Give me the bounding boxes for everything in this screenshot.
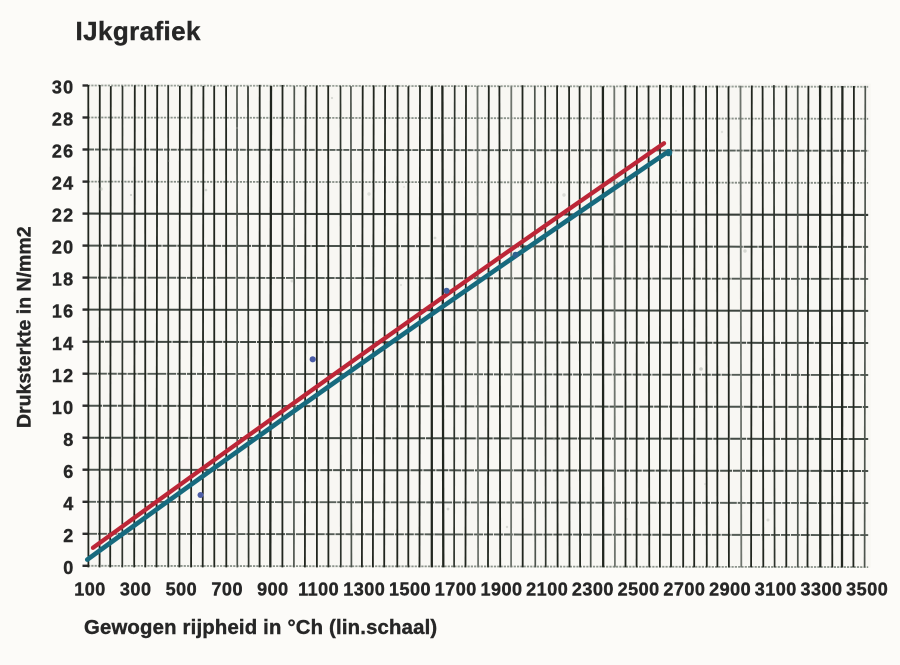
svg-text:2100: 2100 xyxy=(526,580,568,600)
svg-text:700: 700 xyxy=(211,580,243,600)
svg-text:2700: 2700 xyxy=(663,580,705,600)
svg-text:22: 22 xyxy=(52,206,75,226)
svg-text:18: 18 xyxy=(52,270,75,290)
svg-text:500: 500 xyxy=(166,580,198,600)
svg-text:6: 6 xyxy=(63,462,74,482)
svg-text:30: 30 xyxy=(52,78,75,98)
svg-text:2900: 2900 xyxy=(709,580,751,600)
svg-text:20: 20 xyxy=(52,238,75,258)
svg-text:1500: 1500 xyxy=(389,580,431,600)
svg-text:8: 8 xyxy=(63,430,74,450)
svg-text:28: 28 xyxy=(52,110,75,130)
svg-text:300: 300 xyxy=(120,580,152,600)
svg-text:Druksterkte in N/mm2: Druksterkte in N/mm2 xyxy=(14,226,36,428)
svg-text:3500: 3500 xyxy=(846,580,888,600)
svg-text:3100: 3100 xyxy=(755,580,797,600)
svg-text:2300: 2300 xyxy=(572,580,614,600)
svg-text:2: 2 xyxy=(63,526,74,546)
svg-text:1300: 1300 xyxy=(343,580,385,600)
svg-text:100: 100 xyxy=(74,580,106,600)
svg-text:14: 14 xyxy=(52,334,75,354)
svg-text:0: 0 xyxy=(63,558,74,578)
svg-text:26: 26 xyxy=(52,142,75,162)
svg-text:Gewogen rijpheid in °Ch (lin.s: Gewogen rijpheid in °Ch (lin.schaal) xyxy=(84,617,437,639)
svg-text:10: 10 xyxy=(52,398,75,418)
svg-text:1900: 1900 xyxy=(480,580,522,600)
svg-text:12: 12 xyxy=(52,366,75,386)
svg-text:1100: 1100 xyxy=(298,580,339,600)
svg-text:1700: 1700 xyxy=(435,580,477,600)
svg-text:900: 900 xyxy=(257,580,289,600)
svg-text:24: 24 xyxy=(52,174,75,194)
svg-text:16: 16 xyxy=(52,302,75,322)
svg-text:IJkgrafiek: IJkgrafiek xyxy=(76,16,202,46)
svg-text:3300: 3300 xyxy=(800,580,842,600)
svg-text:2500: 2500 xyxy=(618,580,660,600)
svg-text:4: 4 xyxy=(63,494,74,514)
